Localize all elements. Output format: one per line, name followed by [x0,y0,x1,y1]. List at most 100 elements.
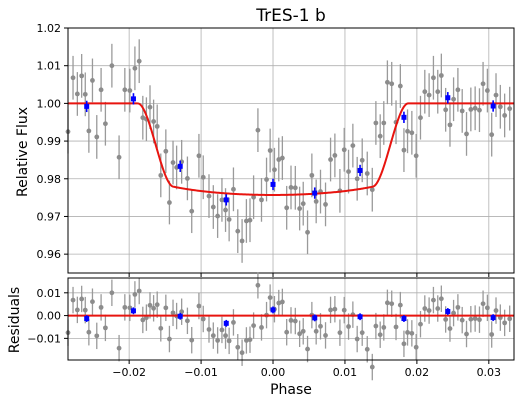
residual-data-point [297,331,303,337]
residual-data-point [288,317,294,323]
residual-data-point [215,338,221,343]
flux-data-point [480,81,486,87]
residual-data-point [493,308,499,313]
flux-data-point [90,77,95,83]
residual-data-point [377,332,383,338]
flux-data-point [82,91,88,97]
residual-data-point [393,324,399,330]
flux-data-point [292,185,298,191]
residual-data-point [206,327,212,332]
flux-data-point [79,73,85,79]
residual-data-point [405,330,410,335]
flux-data-point [251,194,256,200]
flux-y-tick-label: 1.00 [37,97,62,110]
flux-binned-point [445,95,451,101]
residual-data-point [472,316,478,321]
flux-y-tick-label: 0.99 [37,135,62,148]
residual-data-point [397,302,403,308]
flux-binned-point [130,96,136,102]
flux-data-point [455,87,461,93]
flux-data-point [196,153,202,159]
residual-data-point [200,316,206,322]
residual-y-tick-label: 0.01 [37,287,62,300]
flux-data-point [373,120,379,126]
residual-data-point [426,308,432,313]
residual-data-point [158,325,164,331]
flux-data-point [272,167,277,173]
residual-data-point [413,344,419,350]
flux-data-point [74,91,80,97]
residual-x-tick-label: −0.02 [112,366,146,379]
residual-binned-point [401,316,407,322]
residual-data-point [132,292,138,297]
flux-data-point [151,119,157,124]
residual-binned-point [357,314,363,320]
flux-data-point [284,205,290,211]
residual-x-tick-label: −0.01 [184,366,218,379]
residual-data-point [477,317,482,323]
flux-data-point [413,153,419,159]
residual-data-point [109,290,115,296]
flux-data-point [206,193,212,199]
residual-data-point [74,307,80,313]
residual-data-point [103,325,108,331]
residual-data-point [251,323,256,329]
residuals-panel: −0.01 0.00 0.01 −0.02 −0.01 0.00 0.01 0.02 0.03 [27,272,515,381]
flux-data-point [305,229,310,235]
residual-data-point [151,305,157,311]
flux-data-point [443,107,449,113]
residual-binned-point [223,320,229,326]
flux-data-point [435,89,441,95]
residual-data-point [136,288,142,294]
residual-data-point [369,364,375,370]
flux-data-point [418,115,423,121]
flux-data-point [267,148,273,153]
flux-data-point [332,153,338,158]
residual-binned-point [177,313,183,319]
residual-data-point [332,306,338,312]
flux-data-point [364,171,370,176]
flux-data-point [401,147,407,153]
residual-axes-frame [67,277,515,361]
residual-data-point [502,320,508,326]
chart-title: TrES-1 b [255,6,326,26]
residual-data-point [94,333,100,339]
flux-data-point [109,63,115,69]
flux-y-tick-label: 0.96 [37,248,62,261]
residual-binned-point [84,316,90,322]
residual-data-point [284,329,290,335]
flux-data-point [438,73,444,78]
flux-data-point [210,204,216,210]
residual-data-point [451,310,456,316]
residual-data-point [226,338,232,344]
residual-data-point [163,305,169,311]
residual-binned-point [270,307,276,313]
residual-data-point [354,336,360,342]
flux-data-point [86,128,92,134]
flux-y-tick-label: 1.01 [37,60,62,73]
residual-data-point [455,304,461,310]
residual-data-point [122,304,128,310]
residual-data-point [422,306,428,311]
flux-data-point [122,87,128,93]
flux-data-point [468,107,474,112]
residual-data-point [219,327,225,333]
residual-y-tick-label: −0.01 [27,332,61,345]
residual-data-point [484,305,490,311]
residual-data-point [431,297,436,303]
residual-data-point [292,318,298,324]
residual-data-point [79,296,85,302]
residual-binned-point [130,308,136,314]
flux-y-tick-label: 1.02 [37,22,62,35]
residual-y-tick-label: 0.00 [37,310,62,323]
residual-data-point [468,316,474,322]
residual-binned-point [490,315,496,321]
residual-data-point [373,323,379,329]
residual-data-point [464,331,469,337]
flux-data-point [346,169,351,175]
residual-data-point [438,296,444,302]
flux-data-point [219,197,225,203]
flux-data-point [235,228,241,234]
residual-data-point [480,301,486,307]
